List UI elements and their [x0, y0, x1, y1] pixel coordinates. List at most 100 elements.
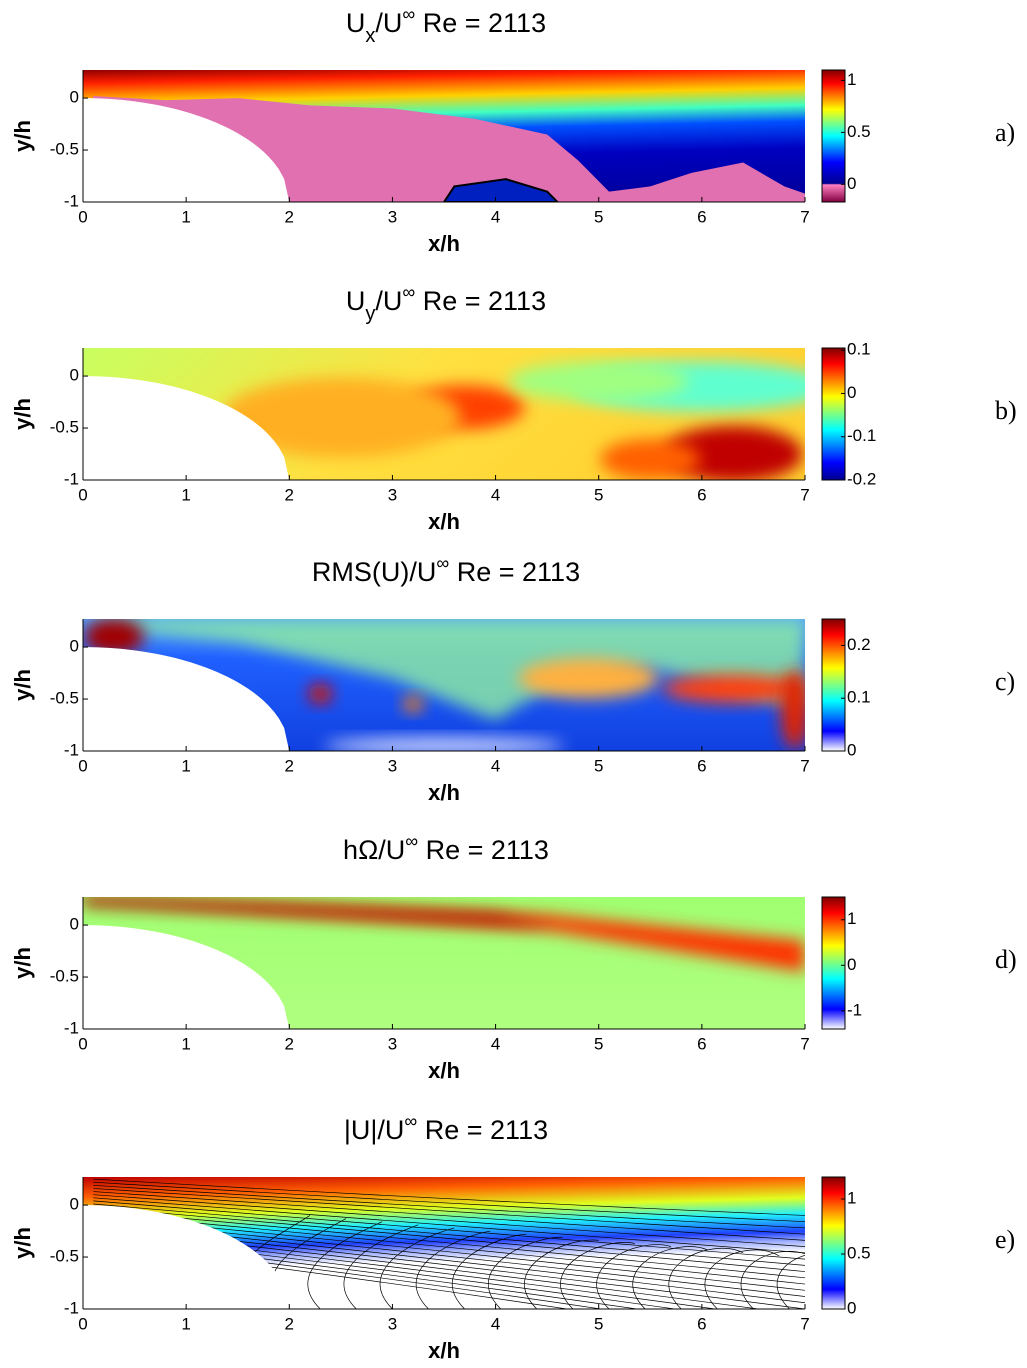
- heatmap: [83, 70, 805, 202]
- x-tick-label: 1: [181, 485, 190, 504]
- field-blob: [83, 619, 144, 655]
- title-part: Re = 2113: [415, 286, 546, 316]
- streamline: [704, 1249, 780, 1309]
- x-axis-label: x/h: [428, 1338, 460, 1363]
- field-blob: [403, 696, 424, 713]
- x-tick-label: 5: [594, 1314, 603, 1333]
- title-superscript: ∞: [402, 4, 415, 24]
- streamline: [379, 1227, 455, 1309]
- y-tick-label: -1: [64, 191, 79, 210]
- chart-title: Ux/U∞ Re = 2113: [346, 4, 546, 48]
- field-blob: [508, 361, 689, 402]
- field-blob: [518, 658, 659, 699]
- y-axis-label: y/h: [10, 1227, 35, 1259]
- body: [83, 98, 290, 202]
- colorbar-tick-label: 0: [847, 1298, 856, 1317]
- title-part: U: [346, 8, 366, 38]
- title-superscript: ∞: [405, 831, 418, 851]
- chart-title: RMS(U)/U∞ Re = 2113: [312, 553, 580, 587]
- x-tick-label: 4: [491, 1314, 500, 1333]
- panel-label: c): [995, 667, 1015, 696]
- y-axis-label: y/h: [10, 120, 35, 152]
- x-tick-label: 2: [285, 756, 294, 775]
- streamline: [596, 1244, 672, 1309]
- x-tick-label: 6: [697, 207, 706, 226]
- y-axis-label: y/h: [10, 398, 35, 430]
- title-part: Re = 2113: [417, 1115, 548, 1145]
- streamline: [93, 1197, 805, 1254]
- x-tick-label: 5: [594, 1034, 603, 1053]
- streamline: [560, 1242, 635, 1309]
- y-tick-label: -1: [64, 740, 79, 759]
- title-part: |U|/U: [344, 1115, 405, 1145]
- title-superscript: ∞: [404, 1111, 417, 1131]
- y-tick-label: -0.5: [50, 418, 79, 437]
- y-tick-label: -1: [64, 1018, 79, 1037]
- field-blob: [308, 683, 333, 704]
- x-tick-label: 1: [181, 756, 190, 775]
- y-axis-label: y/h: [10, 947, 35, 979]
- x-axis-label: x/h: [428, 509, 460, 534]
- x-tick-label: 5: [594, 207, 603, 226]
- colorbar-tick-label: 1: [847, 909, 856, 928]
- x-axis-label: x/h: [428, 231, 460, 256]
- x-tick-label: 0: [78, 1034, 87, 1053]
- panel-label: a): [995, 118, 1015, 147]
- x-tick-label: 4: [491, 207, 500, 226]
- field-region: [83, 619, 805, 720]
- x-tick-label: 7: [800, 485, 809, 504]
- x-tick-label: 4: [491, 756, 500, 775]
- colorbar-tick-label: 0.1: [847, 688, 871, 707]
- streamline: [93, 1209, 805, 1279]
- y-tick-label: -0.5: [50, 140, 79, 159]
- x-tick-label: 6: [697, 1034, 706, 1053]
- y-tick-label: 0: [70, 637, 79, 656]
- x-tick-label: 3: [388, 756, 397, 775]
- x-tick-label: 2: [285, 485, 294, 504]
- x-tick-label: 0: [78, 756, 87, 775]
- title-superscript: ∞: [402, 282, 415, 302]
- title-part: /U: [375, 8, 402, 38]
- colorbar-tick-label: 0.5: [847, 1243, 871, 1262]
- title-subscript: y: [365, 303, 375, 325]
- field-band: [83, 897, 558, 928]
- colorbar-tick-label: 0.5: [847, 122, 871, 141]
- body: [83, 925, 290, 1029]
- colorbar-tick-label: -0.1: [847, 426, 876, 445]
- x-tick-label: 1: [181, 207, 190, 226]
- field-blob: [324, 737, 564, 751]
- heatmap: [83, 348, 805, 480]
- x-tick-label: 7: [800, 207, 809, 226]
- x-tick-label: 5: [594, 485, 603, 504]
- chart-title: |U|/U∞ Re = 2113: [344, 1111, 548, 1145]
- colorbar-tick-label: 1: [847, 1188, 856, 1207]
- y-axis-label: y/h: [10, 669, 35, 701]
- colorbar-tick-label: 0: [847, 740, 856, 759]
- y-tick-label: -0.5: [50, 1247, 79, 1266]
- title-part: hΩ/U: [343, 835, 405, 865]
- chart-title: hΩ/U∞ Re = 2113: [343, 831, 549, 865]
- streamline: [307, 1221, 383, 1309]
- title-superscript: ∞: [436, 553, 449, 573]
- y-tick-label: -0.5: [50, 967, 79, 986]
- y-tick-label: 0: [70, 915, 79, 934]
- field-blob: [780, 669, 805, 750]
- field-blob: [662, 674, 803, 703]
- x-tick-label: 0: [78, 207, 87, 226]
- title-part: Re = 2113: [449, 557, 580, 587]
- x-tick-label: 2: [285, 1314, 294, 1333]
- x-tick-label: 0: [78, 1314, 87, 1333]
- field-blob: [662, 426, 803, 480]
- y-tick-label: 0: [70, 88, 79, 107]
- colorbar-tick-label: 1: [847, 70, 856, 89]
- x-tick-label: 3: [388, 1314, 397, 1333]
- x-tick-label: 1: [181, 1034, 190, 1053]
- title-part: Re = 2113: [415, 8, 546, 38]
- title-subscript: x: [365, 25, 375, 47]
- x-tick-label: 5: [594, 756, 603, 775]
- body: [83, 647, 290, 751]
- chart-title: Uy/U∞ Re = 2113: [346, 282, 546, 326]
- colorbar-tick-label: -0.2: [847, 469, 876, 488]
- title-part: U: [346, 286, 366, 316]
